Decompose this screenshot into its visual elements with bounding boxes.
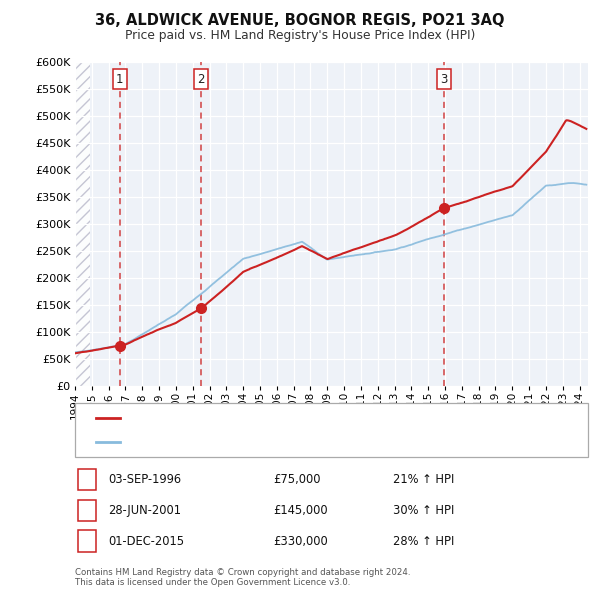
Text: HPI: Average price, semi-detached house, Arun: HPI: Average price, semi-detached house,…: [120, 437, 358, 447]
Bar: [75, 62, 91, 386]
Text: Price paid vs. HM Land Registry's House Price Index (HPI): Price paid vs. HM Land Registry's House …: [125, 29, 475, 42]
Text: 21% ↑ HPI: 21% ↑ HPI: [393, 473, 454, 486]
Text: 2: 2: [197, 73, 205, 86]
Text: 30% ↑ HPI: 30% ↑ HPI: [393, 504, 454, 517]
Text: 1: 1: [83, 473, 91, 486]
Text: 3: 3: [440, 73, 448, 86]
Text: 28-JUN-2001: 28-JUN-2001: [108, 504, 181, 517]
Text: £145,000: £145,000: [273, 504, 328, 517]
Text: 36, ALDWICK AVENUE, BOGNOR REGIS, PO21 3AQ: 36, ALDWICK AVENUE, BOGNOR REGIS, PO21 3…: [95, 13, 505, 28]
Text: 01-DEC-2015: 01-DEC-2015: [108, 535, 184, 548]
Text: 2: 2: [83, 504, 91, 517]
Text: 36, ALDWICK AVENUE, BOGNOR REGIS, PO21 3AQ (semi-detached house): 36, ALDWICK AVENUE, BOGNOR REGIS, PO21 3…: [120, 413, 493, 423]
Text: 1: 1: [116, 73, 124, 86]
Text: £75,000: £75,000: [273, 473, 320, 486]
Text: 03-SEP-1996: 03-SEP-1996: [108, 473, 181, 486]
Text: £330,000: £330,000: [273, 535, 328, 548]
Text: 28% ↑ HPI: 28% ↑ HPI: [393, 535, 454, 548]
Text: 3: 3: [83, 535, 91, 548]
Text: This data is licensed under the Open Government Licence v3.0.: This data is licensed under the Open Gov…: [75, 578, 350, 587]
Text: Contains HM Land Registry data © Crown copyright and database right 2024.: Contains HM Land Registry data © Crown c…: [75, 568, 410, 577]
